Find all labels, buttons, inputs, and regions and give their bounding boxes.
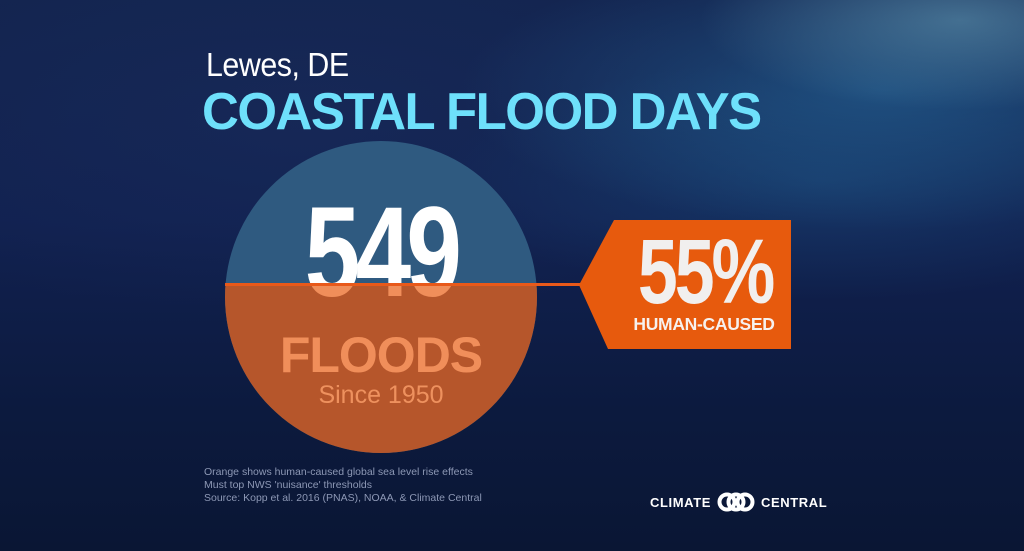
- logo-text-climate: CLIMATE: [650, 494, 712, 510]
- floods-label: FLOODS: [279, 327, 483, 383]
- human-caused-portion: [225, 285, 537, 453]
- since-label: Since 1950: [318, 381, 444, 409]
- flood-count-circle: 549 549 FLOODS Since 1950: [225, 141, 537, 453]
- human-caused-label: HUMAN-CAUSED: [633, 314, 775, 334]
- interlocking-rings-icon: [717, 492, 755, 512]
- connector-line: [225, 283, 585, 286]
- flood-count-number-bottom: 549: [304, 181, 462, 324]
- footnote-orange-explanation: Orange shows human-caused global sea lev…: [204, 466, 473, 478]
- footnote-threshold: Must top NWS 'nuisance' thresholds: [204, 479, 372, 491]
- location-subtitle: Lewes, DE: [206, 46, 349, 83]
- footnotes: Orange shows human-caused global sea lev…: [204, 466, 482, 505]
- logo-text-central: CENTRAL: [761, 494, 828, 510]
- footnote-source: Source: Kopp et al. 2016 (PNAS), NOAA, &…: [204, 492, 482, 504]
- human-caused-tag: 55% HUMAN-CAUSED: [579, 220, 791, 349]
- climate-central-logo: CLIMATE CENTRAL: [650, 492, 827, 512]
- page-title: COASTAL FLOOD DAYS: [202, 83, 762, 141]
- human-caused-percent: 55%: [637, 221, 775, 323]
